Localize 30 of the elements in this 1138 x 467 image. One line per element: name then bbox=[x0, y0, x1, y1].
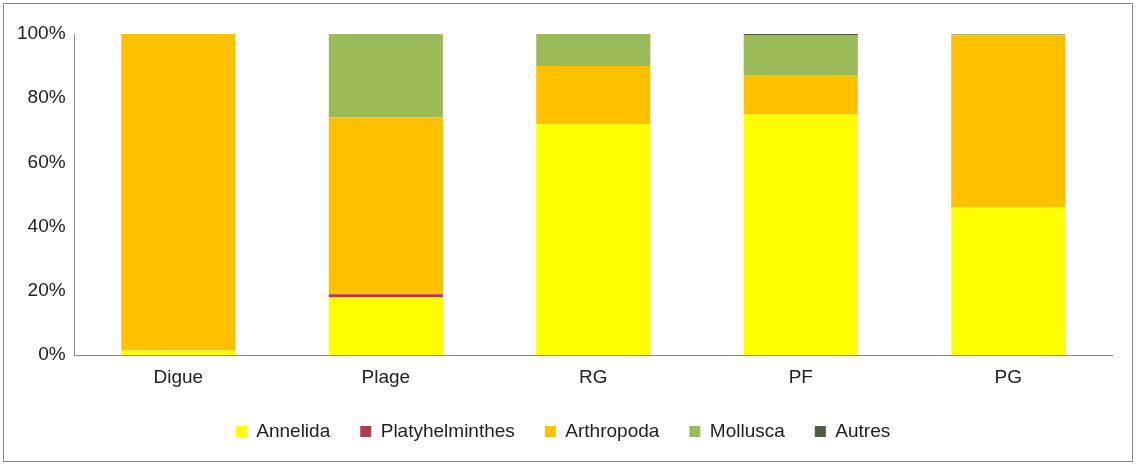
bar bbox=[536, 66, 651, 124]
bar bbox=[328, 297, 443, 356]
bar bbox=[536, 34, 651, 67]
y-tick-label: 20% bbox=[27, 279, 66, 301]
legend-label: Arthropoda bbox=[565, 419, 660, 441]
bar bbox=[121, 350, 236, 356]
bar bbox=[743, 114, 858, 356]
legend-label: Annelida bbox=[256, 419, 331, 441]
y-tick-label: 100% bbox=[16, 22, 66, 44]
legend-label: Autres bbox=[835, 419, 891, 441]
x-tick-label: PG bbox=[994, 365, 1022, 387]
x-tick-label: PF bbox=[788, 365, 813, 387]
bar bbox=[743, 75, 858, 115]
bar bbox=[951, 35, 1066, 208]
y-tick-label: 40% bbox=[27, 214, 66, 236]
bar bbox=[951, 207, 1066, 356]
x-tick-label: Plage bbox=[361, 365, 411, 387]
legend-label: Mollusca bbox=[709, 419, 786, 441]
bar bbox=[328, 34, 443, 118]
bar bbox=[536, 123, 651, 356]
y-tick-label: 60% bbox=[27, 150, 66, 172]
bar bbox=[328, 294, 443, 298]
x-tick-label: Digue bbox=[153, 365, 204, 387]
y-tick-label: 80% bbox=[27, 86, 66, 108]
bar bbox=[121, 34, 236, 351]
bar bbox=[743, 35, 858, 76]
x-tick-label: RG bbox=[579, 365, 608, 387]
legend-label: Platyhelminthes bbox=[380, 419, 515, 441]
bar bbox=[328, 117, 443, 295]
y-tick-label: 0% bbox=[38, 343, 66, 365]
